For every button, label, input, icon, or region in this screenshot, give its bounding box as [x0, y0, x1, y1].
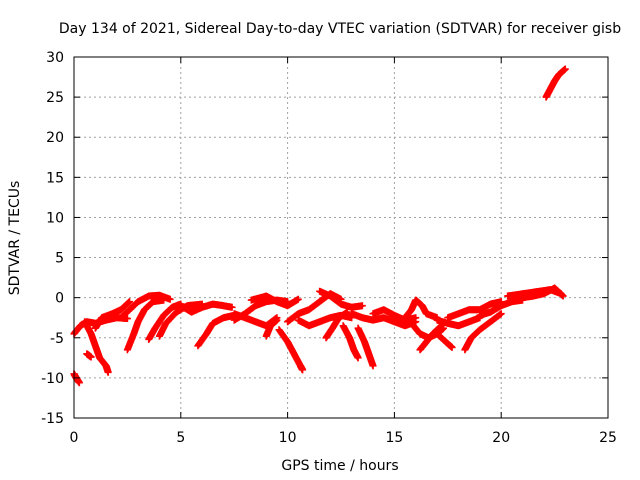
- x-tick-label: 5: [176, 430, 185, 446]
- y-tick-label: 0: [55, 291, 64, 307]
- data-point: [299, 366, 307, 374]
- y-tick-label: -15: [41, 411, 64, 427]
- satellite-track: [91, 298, 134, 332]
- grid-lines: [74, 57, 608, 418]
- data-point: [358, 302, 366, 310]
- satellite-track: [117, 291, 174, 322]
- satellite-track: [247, 292, 302, 310]
- y-tick-label: 20: [46, 130, 64, 146]
- data-point: [294, 295, 302, 303]
- data-point: [343, 308, 351, 316]
- satellite-track: [322, 308, 351, 342]
- axis-ticks: [73, 56, 609, 419]
- y-tick-label: -5: [50, 331, 64, 347]
- y-tick-label: 25: [46, 90, 64, 106]
- satellite-track: [81, 318, 112, 376]
- data-point: [75, 379, 83, 387]
- satellite-track: [83, 350, 95, 361]
- x-axis-label: GPS time / hours: [281, 458, 398, 474]
- satellite-track: [401, 296, 441, 322]
- data-point: [273, 316, 281, 324]
- satellite-track: [155, 300, 206, 340]
- y-tick-label: 30: [46, 50, 64, 66]
- data-point: [369, 362, 377, 370]
- satellite-track: [461, 310, 505, 354]
- data-point: [104, 368, 112, 376]
- satellite-track: [542, 65, 569, 101]
- satellite-track: [508, 284, 567, 306]
- data-point: [126, 298, 134, 306]
- satellite-track: [433, 314, 484, 330]
- data-point: [166, 295, 174, 303]
- data-point: [497, 310, 505, 318]
- tick-labels: 0 5 10 15 20 25 -15 -10 -5 0 5 10 15 20 25 30: [41, 50, 617, 446]
- chart-title: Day 134 of 2021, Sidereal Day-to-day VTE…: [59, 21, 621, 37]
- data-point: [412, 314, 420, 322]
- data-point: [561, 65, 569, 73]
- x-tick-label: 20: [492, 430, 510, 446]
- x-tick-label: 15: [385, 430, 403, 446]
- satellite-track: [123, 296, 168, 354]
- y-tick-label: 10: [46, 210, 64, 226]
- x-tick-label: 10: [279, 430, 297, 446]
- data-point: [559, 292, 567, 300]
- data-point: [448, 343, 456, 351]
- data-point: [228, 303, 236, 311]
- satellite-track: [194, 311, 238, 350]
- plot-frame: [73, 56, 609, 419]
- x-tick-label: 25: [599, 430, 617, 446]
- satellite-track: [262, 316, 281, 340]
- y-axis-label: SDTVAR / TECUs: [7, 181, 23, 296]
- data-point: [354, 354, 362, 362]
- satellite-track: [433, 330, 456, 351]
- satellite-track: [275, 326, 307, 374]
- satellite-track: [354, 324, 377, 370]
- satellite-track: [294, 311, 356, 330]
- data-point: [87, 353, 95, 361]
- data-marks: [70, 65, 569, 387]
- satellite-track: [145, 300, 185, 343]
- satellite-track: [348, 310, 420, 330]
- satellite-track: [316, 287, 366, 311]
- satellite-track: [444, 298, 505, 322]
- y-tick-label: 5: [55, 251, 64, 267]
- data-point: [123, 315, 131, 323]
- y-tick-label: 15: [46, 170, 64, 186]
- satellite-track: [177, 300, 236, 316]
- y-tick-label: -10: [41, 371, 64, 387]
- x-tick-label: 0: [70, 430, 79, 446]
- satellite-track: [339, 322, 362, 362]
